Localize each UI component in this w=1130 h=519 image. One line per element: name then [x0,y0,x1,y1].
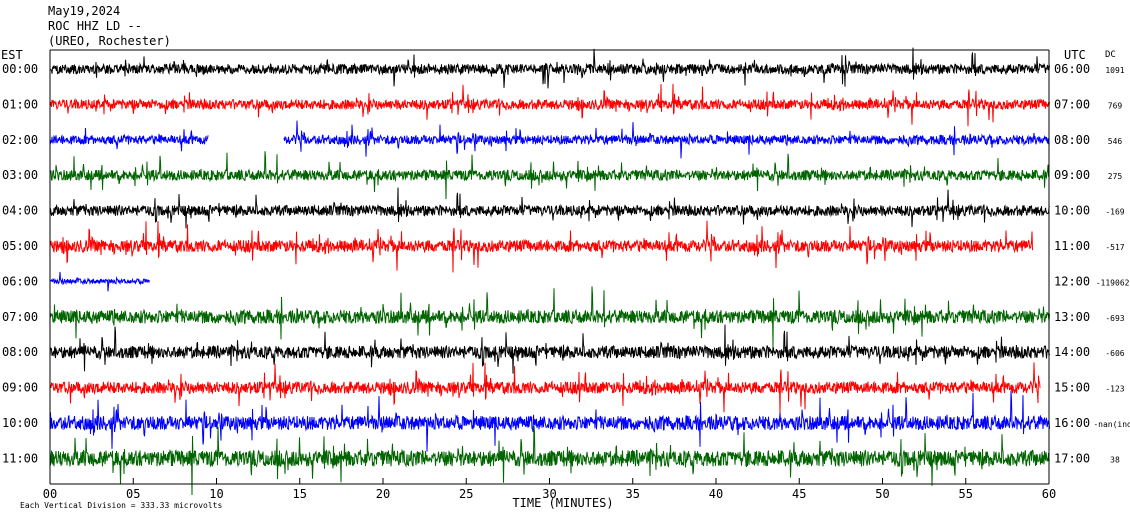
utc-hour-label: 09:00 [1054,168,1090,182]
x-tick-label: 35 [626,487,640,501]
dc-offset-label: 1091 [1105,66,1124,75]
trace-0100 [49,83,1050,127]
utc-hour-label: 08:00 [1054,133,1090,147]
dc-offset-label: 769 [1108,101,1123,110]
est-axis-label: EST [1,48,23,62]
dc-offset-label: 275 [1108,172,1123,181]
x-tick-label: 10 [209,487,223,501]
x-tick-label: 40 [709,487,723,501]
trace-1000 [49,390,1050,452]
plot-frame [49,49,1050,485]
trace-0400 [49,187,1050,229]
dc-offset-label: 38 [1110,455,1120,464]
dc-offset-label: -517 [1105,243,1124,252]
station-label: ROC HHZ LD -- [48,19,142,33]
utc-hour-label: 07:00 [1054,97,1090,111]
utc-axis-label: UTC [1064,48,1086,62]
dc-offset-label: -693 [1105,314,1124,323]
trace-0200 [49,120,1050,159]
dc-column-label: DC [1105,50,1116,60]
trace-0900 [49,362,1041,415]
trace-0000 [49,47,1050,89]
trace-0500 [49,220,1033,273]
x-tick-label: 50 [875,487,889,501]
est-hour-label: 10:00 [2,416,38,430]
utc-hour-label: 11:00 [1054,239,1090,253]
x-tick-label: 55 [959,487,973,501]
est-hour-label: 09:00 [2,381,38,395]
trace-0600 [49,271,150,292]
dc-offset-label: -606 [1105,349,1124,358]
scale-footnote: Each Vertical Division = 333.33 microvol… [20,501,222,510]
utc-hour-label: 17:00 [1054,451,1090,465]
est-hour-label: 08:00 [2,345,38,359]
date-label: May19,2024 [48,4,121,18]
est-hour-label: 07:00 [2,310,38,324]
utc-hour-label: 15:00 [1054,381,1090,395]
est-hour-label: 01:00 [2,97,38,111]
x-tick-label: 60 [1042,487,1056,501]
trace-0800 [49,324,1050,374]
label-group: 00 05 10 15 20 25 30 35 40 45 50 55 60 00:00 06:00 1091… [2,62,1130,501]
x-tick-label: 20 [376,487,390,501]
location-label: (UREO, Rochester) [48,34,171,48]
utc-hour-label: 14:00 [1054,345,1090,359]
est-hour-label: 02:00 [2,133,38,147]
trace-0300 [49,151,1050,200]
x-tick-label: 00 [43,487,57,501]
est-hour-label: 05:00 [2,239,38,253]
dc-offset-label: -123 [1105,385,1124,394]
x-tick-label: 25 [459,487,473,501]
est-hour-label: 11:00 [2,451,38,465]
x-axis-title: TIME (MINUTES) [512,496,613,510]
est-hour-label: 06:00 [2,274,38,288]
utc-hour-label: 13:00 [1054,310,1090,324]
utc-hour-label: 16:00 [1054,416,1090,430]
dc-offset-label: 546 [1108,137,1123,146]
x-tick-label: 45 [792,487,806,501]
trace-0700 [49,286,1050,348]
dc-offset-label: -nan(ind) [1093,420,1130,429]
trace-1100 [49,425,1050,496]
x-tick-label: 15 [293,487,307,501]
est-hour-label: 04:00 [2,204,38,218]
utc-hour-label: 10:00 [1054,204,1090,218]
x-tick-label: 30 [542,487,556,501]
utc-hour-label: 06:00 [1054,62,1090,76]
x-tick-label: 05 [126,487,140,501]
utc-hour-label: 12:00 [1054,274,1090,288]
trace-group [49,47,1050,496]
dc-offset-label: -169 [1105,208,1124,217]
est-hour-label: 03:00 [2,168,38,182]
est-hour-label: 00:00 [2,62,38,76]
